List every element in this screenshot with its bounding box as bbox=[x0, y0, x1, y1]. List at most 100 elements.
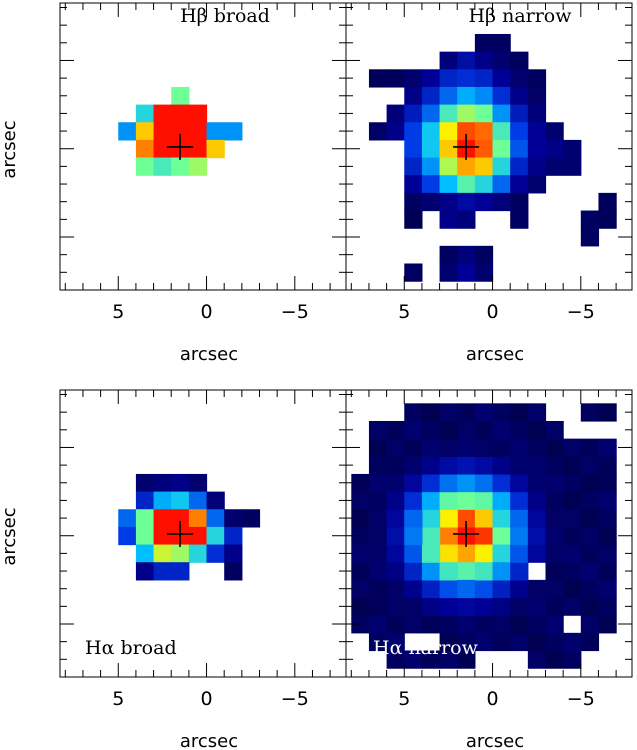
heatmap-cell bbox=[241, 509, 261, 528]
heatmap-cell bbox=[492, 51, 511, 70]
heatmap-cell bbox=[492, 562, 511, 581]
heatmap-cell bbox=[153, 473, 172, 493]
heatmap-cell bbox=[404, 86, 423, 106]
heatmap-cell bbox=[457, 509, 476, 528]
x-tick-label: −5 bbox=[281, 301, 309, 323]
heatmap-cell bbox=[171, 104, 190, 123]
heatmap-cell bbox=[404, 122, 423, 141]
heatmap-panel: Hβ narrow 5 0 −5 arcsec bbox=[345, 2, 633, 365]
tick-marks bbox=[346, 3, 632, 290]
heatmap-cell bbox=[474, 33, 494, 53]
heatmap-cell bbox=[510, 632, 529, 652]
heatmap-cell bbox=[206, 139, 225, 159]
x-axis-label: arcsec bbox=[180, 344, 238, 365]
heatmap-cell bbox=[545, 491, 564, 510]
heatmap-cell bbox=[421, 438, 441, 457]
panel-title: Hβ broad bbox=[180, 5, 270, 27]
heatmap-cell bbox=[474, 175, 494, 194]
heatmap-cell bbox=[386, 420, 405, 440]
heatmap-cell bbox=[563, 544, 582, 563]
heatmap-cell bbox=[404, 650, 423, 669]
heatmap-cell bbox=[474, 420, 494, 440]
heatmap-cell bbox=[404, 526, 423, 546]
heatmap-cell bbox=[510, 473, 529, 493]
heatmap-cell bbox=[527, 473, 547, 493]
heatmap-cell bbox=[404, 562, 423, 581]
heatmap-cell bbox=[439, 438, 458, 457]
heatmap-cell bbox=[404, 579, 423, 599]
heatmap-cell bbox=[545, 509, 564, 528]
heatmap-cell bbox=[580, 526, 600, 546]
heatmap-cell bbox=[439, 104, 458, 123]
heatmap-cell bbox=[527, 579, 547, 599]
heatmap-cell bbox=[527, 632, 547, 652]
heatmap-cell bbox=[421, 69, 441, 88]
heatmap-cell bbox=[492, 122, 511, 141]
heatmap-cell bbox=[457, 473, 476, 493]
tick-marks bbox=[60, 390, 346, 677]
heatmap-cell bbox=[492, 157, 511, 176]
heatmap-cell bbox=[368, 597, 388, 616]
heatmap-cell bbox=[171, 122, 190, 141]
heatmap-cell bbox=[492, 597, 511, 616]
heatmap-cell bbox=[545, 122, 564, 141]
heatmap-cell bbox=[368, 579, 388, 599]
heatmap-cell bbox=[439, 245, 458, 265]
heatmap-cell bbox=[510, 403, 529, 422]
heatmap-cell bbox=[188, 157, 208, 176]
heatmap-cell bbox=[171, 86, 190, 106]
heatmap-cell bbox=[439, 122, 458, 141]
heatmap-cell bbox=[457, 632, 476, 652]
y-axis-label: arcsec bbox=[0, 120, 20, 178]
heatmap-cell bbox=[351, 579, 370, 599]
heatmap-cell bbox=[135, 157, 155, 176]
heatmap-cell bbox=[510, 509, 529, 528]
heatmap-cell bbox=[457, 51, 476, 70]
heatmap-cell bbox=[206, 526, 225, 546]
heatmap-cell bbox=[545, 473, 564, 493]
heatmap-cell bbox=[421, 526, 441, 546]
heatmap-cell bbox=[492, 438, 511, 457]
heatmap-cell bbox=[563, 526, 582, 546]
heatmap-cell bbox=[527, 650, 547, 669]
heatmap-panel: Hα narrow 5 0 −5 arcsec bbox=[345, 389, 633, 750]
heatmap-cell bbox=[421, 86, 441, 106]
heatmap-cell bbox=[386, 122, 405, 141]
heatmap-cell bbox=[386, 69, 405, 88]
heatmap-cell bbox=[439, 210, 458, 229]
heatmap-cell bbox=[580, 562, 600, 581]
heatmap-cell bbox=[153, 509, 172, 528]
heatmap-cell bbox=[439, 69, 458, 88]
heatmap-cell bbox=[598, 579, 617, 599]
heatmap-cell bbox=[510, 157, 529, 176]
heatmap-cell bbox=[545, 157, 564, 176]
heatmap-cell bbox=[598, 403, 617, 422]
heatmap-cell bbox=[386, 579, 405, 599]
heatmap-cell bbox=[404, 192, 423, 212]
heatmap-cell bbox=[188, 491, 208, 510]
heatmap-cell bbox=[368, 509, 388, 528]
heatmap-cell bbox=[598, 473, 617, 493]
heatmap-cell bbox=[492, 104, 511, 123]
heatmap-cell bbox=[580, 228, 600, 247]
heatmap-cell bbox=[351, 526, 370, 546]
x-tick-label: 0 bbox=[486, 301, 498, 323]
heatmap-cell bbox=[474, 403, 494, 422]
heatmap-cell bbox=[510, 615, 529, 634]
heatmap-cell bbox=[598, 438, 617, 457]
heatmap-cell bbox=[527, 526, 547, 546]
heatmap-cell bbox=[421, 175, 441, 194]
heatmap-cell bbox=[510, 579, 529, 599]
heatmap-cell bbox=[439, 544, 458, 563]
heatmap-cell bbox=[598, 192, 617, 212]
heatmap-cell bbox=[386, 438, 405, 457]
heatmap-cell bbox=[135, 139, 155, 159]
x-tick-label: 5 bbox=[398, 301, 410, 323]
heatmap-cell bbox=[492, 473, 511, 493]
heatmap-cell bbox=[368, 562, 388, 581]
heatmap-cell bbox=[510, 175, 529, 194]
heatmap-cell bbox=[527, 69, 547, 88]
heatmap-cell bbox=[421, 420, 441, 440]
heatmap-cell bbox=[527, 509, 547, 528]
